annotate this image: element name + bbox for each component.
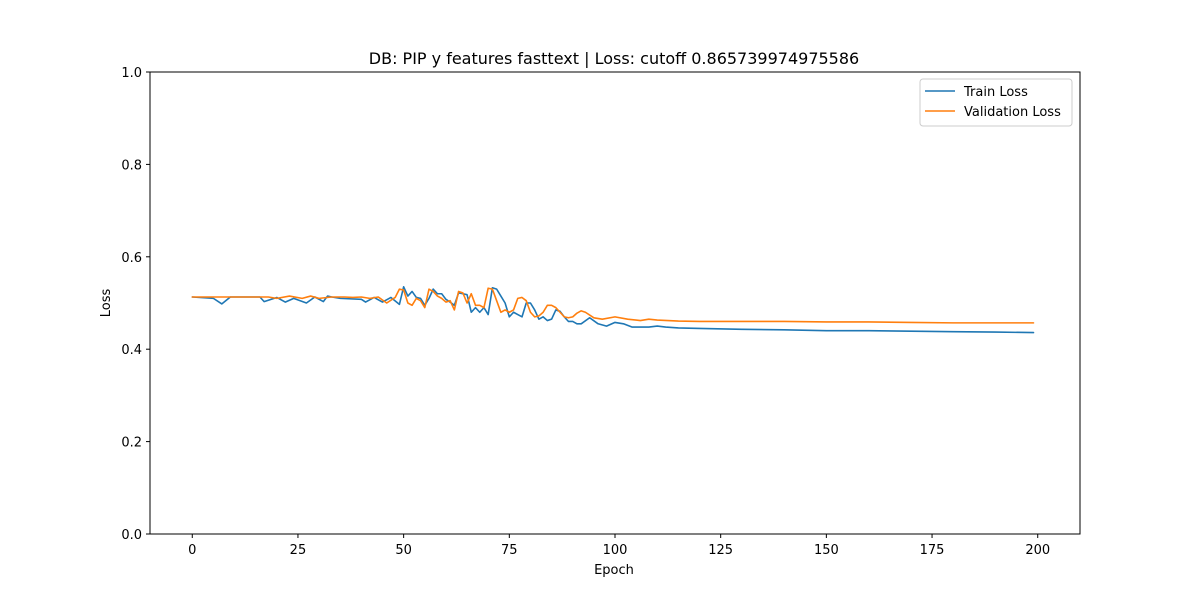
x-tick-label: 150 xyxy=(814,543,839,558)
y-tick-label: 0.2 xyxy=(121,436,142,451)
chart-title: DB: PIP y features fasttext | Loss: cuto… xyxy=(369,49,859,68)
y-tick-label: 1.0 xyxy=(121,66,142,81)
legend-box xyxy=(919,78,1073,127)
x-tick-label: 100 xyxy=(603,543,628,558)
plot-area: 0 25 50 75 100 125 150 175 200 0.0 0.2 0.4 0.6 0.8 1.0 xyxy=(121,66,1081,558)
legend-label: Validation Loss xyxy=(964,105,1061,120)
x-tick-label: 0 xyxy=(188,543,196,558)
y-tick-label: 0.6 xyxy=(121,251,142,266)
y-tick-label: 0.0 xyxy=(121,528,142,543)
validation-loss-line xyxy=(191,287,1035,324)
legend: Train Loss Validation Loss xyxy=(919,78,1073,127)
x-tick-label: 175 xyxy=(920,543,945,558)
y-tick-label: 0.8 xyxy=(121,158,142,173)
axes-frame xyxy=(149,71,1081,535)
x-axis-label: Epoch xyxy=(594,563,634,578)
x-tick-label: 50 xyxy=(395,543,412,558)
x-tick-label: 25 xyxy=(290,543,307,558)
legend-label: Train Loss xyxy=(963,85,1028,100)
y-tick-label: 0.4 xyxy=(121,343,142,358)
y-axis-label: Loss xyxy=(99,289,114,318)
train-loss-line xyxy=(191,286,1035,334)
x-tick-label: 200 xyxy=(1025,543,1050,558)
x-tick-label: 75 xyxy=(501,543,518,558)
x-tick-label: 125 xyxy=(708,543,733,558)
